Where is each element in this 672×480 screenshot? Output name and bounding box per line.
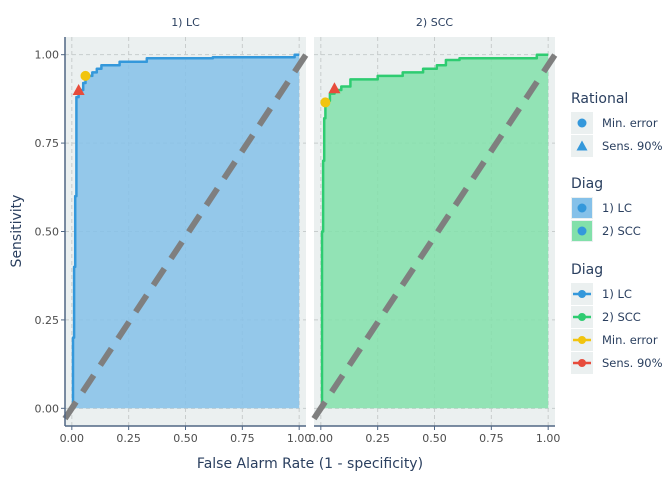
x-tick-label: 1.00 <box>287 432 312 445</box>
facet-panel: 1) LC <box>62 16 309 426</box>
facet-panel: 2) SCC <box>311 16 558 426</box>
x-tick-label: 0.75 <box>479 432 504 445</box>
legend-label: 1) LC <box>602 201 632 215</box>
y-axis-title: Sensitivity <box>9 195 25 268</box>
x-tick-label: 0.50 <box>422 432 447 445</box>
diagonal-reference-line <box>62 53 309 421</box>
legend-key-circle <box>578 336 586 344</box>
legend-title: Diag <box>571 262 603 278</box>
legend-title: Diag <box>571 176 603 192</box>
min-error-point <box>320 97 331 108</box>
roc-curve <box>320 53 549 410</box>
legend-key-circle <box>577 118 587 128</box>
legend-group: Diag 1) LC 2) SCC <box>571 176 641 242</box>
legend-group: Rational Min. error Sens. 90% <box>571 91 663 157</box>
x-tick-label: 0.00 <box>309 432 334 445</box>
legend-label: Sens. 90% <box>602 356 663 370</box>
y-tick-label: 0.50 <box>35 226 60 239</box>
x-tick-label: 0.25 <box>365 432 390 445</box>
x-tick-label: 0.50 <box>173 432 198 445</box>
legend-key-circle <box>578 359 586 367</box>
x-tick-label: 0.25 <box>116 432 141 445</box>
legend-label: 2) SCC <box>602 224 641 238</box>
diagonal-reference-line <box>311 53 558 421</box>
x-tick-label: 0.75 <box>230 432 255 445</box>
x-axis-title: False Alarm Rate (1 - specificity) <box>197 456 423 472</box>
legend-label: 2) SCC <box>602 310 641 324</box>
roc-area <box>71 54 300 409</box>
legend-label: Min. error <box>602 333 658 347</box>
legend-title: Rational <box>571 91 628 107</box>
legend-key-circle <box>577 226 587 236</box>
axes: False Alarm Rate (1 - specificity) Sensi… <box>9 37 560 472</box>
legend-label: 1) LC <box>602 287 632 301</box>
y-tick-label: 0.25 <box>35 314 60 327</box>
x-tick-label: 1.00 <box>536 432 561 445</box>
facet-strip-label: 1) LC <box>171 16 200 29</box>
roc-area <box>320 54 549 409</box>
sens-90-point <box>72 84 85 96</box>
legend-key-circle <box>577 203 587 213</box>
legend-label: Min. error <box>602 116 658 130</box>
sens-90-point <box>328 82 341 94</box>
y-tick-label: 0.75 <box>35 137 60 150</box>
y-tick-label: 0.00 <box>35 402 60 415</box>
legend-label: Sens. 90% <box>602 139 663 153</box>
facet-panels: 1) LC 2) SCC <box>62 16 558 426</box>
legend: Rational Min. error Sens. 90% Diag 1) LC 2) S… <box>571 91 663 374</box>
legend-key-circle <box>578 290 586 298</box>
y-tick-label: 1.00 <box>35 49 60 62</box>
legend-key-triangle <box>576 140 588 151</box>
min-error-point <box>80 70 91 81</box>
x-tick-label: 0.00 <box>60 432 85 445</box>
legend-key-circle <box>578 313 586 321</box>
legend-group: Diag 1) LC 2) SCC Min. error Sens. 90% <box>571 262 663 374</box>
facet-strip-label: 2) SCC <box>416 16 453 29</box>
